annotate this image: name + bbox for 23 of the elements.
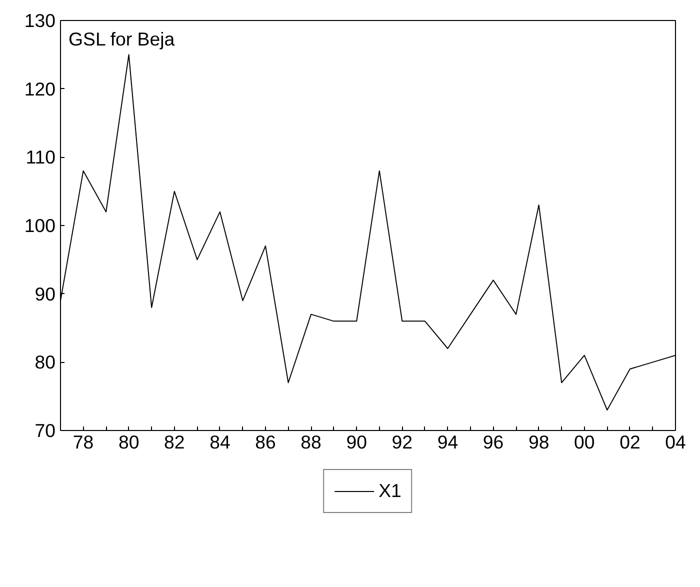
x-tick-label: 82 bbox=[164, 432, 185, 452]
y-tick-label: 120 bbox=[24, 78, 56, 100]
legend-label: X1 bbox=[378, 480, 402, 502]
x-tick-label: 78 bbox=[72, 432, 94, 452]
y-tick-label: 110 bbox=[26, 146, 56, 168]
x-tick-label: 98 bbox=[528, 432, 550, 452]
x-tick-label: 84 bbox=[210, 432, 230, 452]
x-tick-label: 90 bbox=[346, 432, 367, 452]
y-tick-label: 100 bbox=[24, 215, 56, 236]
x-tick-label: 88 bbox=[300, 432, 322, 452]
x-tick-label: 94 bbox=[437, 432, 458, 452]
y-tick-label: 70 bbox=[34, 420, 56, 441]
chart-title: GSL for Beja bbox=[68, 28, 176, 50]
y-tick-label: 130 bbox=[24, 10, 56, 31]
y-tick-label: 90 bbox=[34, 283, 56, 304]
x-tick-label: 96 bbox=[482, 432, 504, 452]
x-tick-label: 02 bbox=[620, 432, 640, 452]
x-tick-label: 92 bbox=[392, 432, 413, 452]
x-tick-label: 86 bbox=[255, 432, 276, 452]
x-tick-label: 80 bbox=[118, 432, 140, 452]
x-tick-label: 04 bbox=[665, 432, 686, 452]
x-tick-label: 00 bbox=[574, 432, 595, 452]
y-tick-label: 80 bbox=[34, 352, 56, 373]
